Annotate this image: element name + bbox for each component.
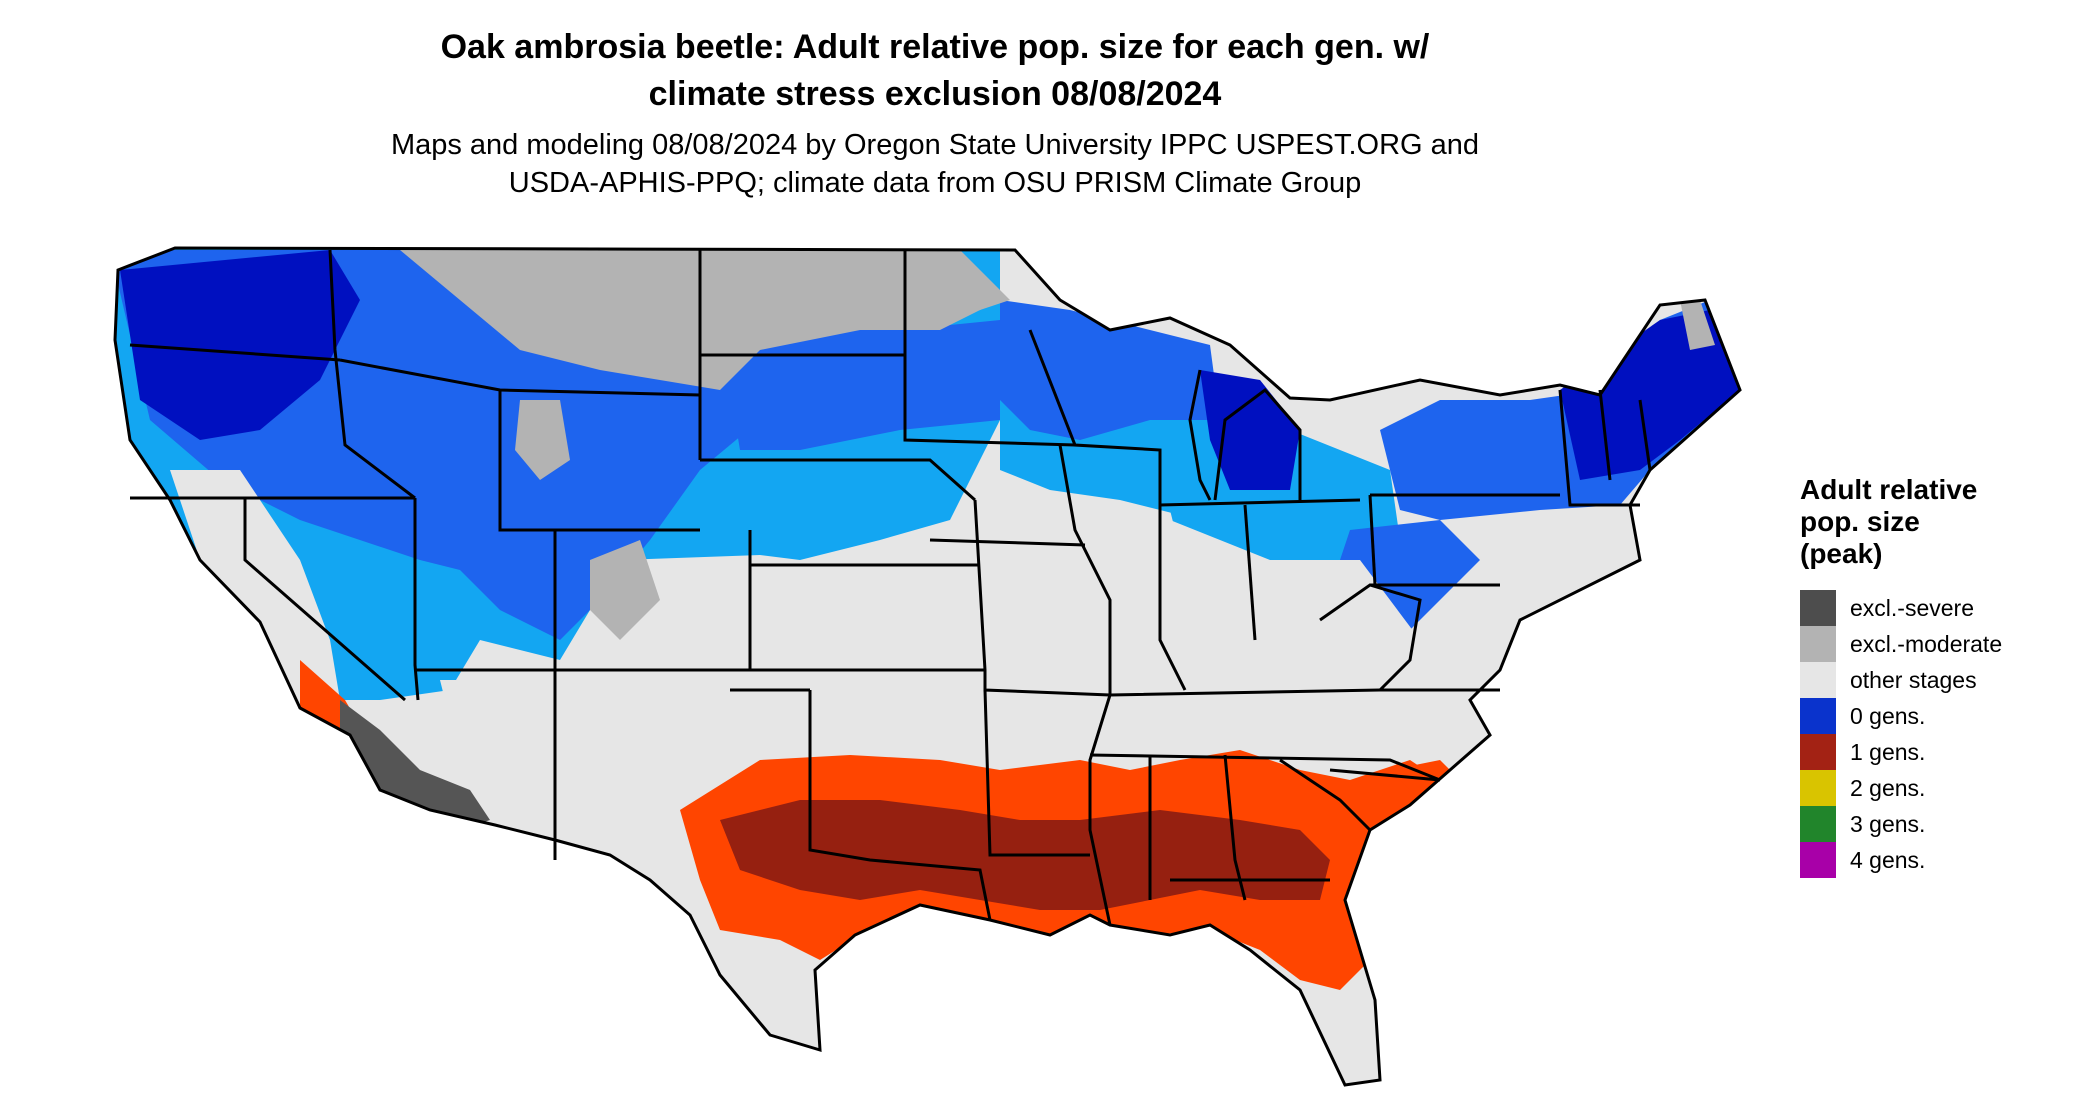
zone-excl-moderate-colorado (590, 540, 660, 640)
legend-item-4-gens: 4 gens. (1800, 842, 2090, 878)
map-subtitle-line-2: USDA-APHIS-PPQ; climate data from OSU PR… (508, 167, 1362, 199)
legend-item-2-gens: 2 gens. (1800, 770, 2090, 806)
boundary-oh-pa (1368, 494, 1377, 586)
legend-label-other-stages: other stages (1850, 666, 1977, 693)
zone-excl-moderate-maine (1680, 300, 1715, 350)
zone-zero-gens-dark-new-england (1560, 310, 1740, 480)
boundary-ar-la (983, 689, 1090, 857)
legend-swatch-1-gens (1800, 734, 1836, 770)
legend-label-excl-moderate: excl.-moderate (1850, 630, 2003, 657)
boundary-tn-south (1089, 753, 1441, 782)
boundary-mn-ia (903, 250, 1076, 447)
boundary-ca-nv-diag (243, 498, 406, 702)
zone-zero-gens-mid-greatlakes (1000, 300, 1220, 440)
legend-swatch-2-gens (1800, 770, 1836, 806)
legend-item-excl-severe: excl.-severe (1800, 590, 2090, 626)
legend-label-2-gens: 2 gens. (1850, 774, 1926, 801)
zone-zero-gens-mid-plains (720, 320, 1000, 450)
map-fill (115, 248, 1740, 1085)
boundary-sd-ne (700, 458, 976, 502)
boundary-ia-mo (929, 538, 1086, 547)
legend-item-other-stages: other stages (1800, 662, 2090, 698)
legend-swatch-4-gens (1800, 842, 1836, 878)
boundary-lake-michigan (1188, 369, 1212, 501)
legend-title: Adult relative pop. size (peak) (1800, 474, 2090, 570)
zone-excl-moderate-minnesota (900, 250, 1010, 320)
boundary-nh-me (1638, 399, 1652, 471)
map-subtitle-line-1: Maps and modeling 08/08/2024 by Oregon S… (390, 129, 1480, 161)
boundary-wy-south (498, 390, 700, 532)
boundary-wv-va (1319, 583, 1422, 692)
zone-other-stages-southwest (440, 680, 600, 800)
map-title-line-1: Oak ambrosia beetle: Adult relative pop.… (440, 28, 1430, 66)
legend-swatch-excl-severe (1800, 590, 1836, 626)
legend-label-0-gens: 0 gens. (1850, 702, 1926, 729)
boundary-id-west (328, 249, 416, 500)
map-title: Oak ambrosia beetle: Adult relative pop.… (0, 24, 1870, 118)
legend-title-line-3: (peak) (1800, 538, 1883, 569)
boundary-ga-sc (1279, 758, 1372, 832)
legend-item-0-gens: 0 gens. (1800, 698, 2090, 734)
legend-swatch-other-stages (1800, 662, 1836, 698)
legend-item-1-gens: 1 gens. (1800, 734, 2090, 770)
boundary-vt-nh (1598, 389, 1612, 481)
legend-swatch-0-gens (1800, 698, 1836, 734)
legend-label-4-gens: 4 gens. (1850, 846, 1926, 873)
legend-swatch-3-gens (1800, 806, 1836, 842)
legend-label-excl-severe: excl.-severe (1850, 594, 1974, 621)
boundary-ok-tx (808, 690, 992, 921)
boundary-lower-michigan (1213, 387, 1302, 501)
boundary-nv-ut (413, 498, 420, 701)
us-map (113, 246, 1742, 1087)
state-boundaries (113, 246, 1742, 1087)
legend-swatch-excl-moderate (1800, 626, 1836, 662)
legend-item-excl-moderate: excl.-moderate (1800, 626, 2090, 662)
zone-zero-gens-dark-nw (120, 250, 360, 440)
boundary-ny-ne (1558, 389, 1640, 507)
boundary-in-oh (1243, 504, 1257, 641)
boundary-mi-oh (1159, 498, 1361, 507)
legend-title-line-2: pop. size (1800, 506, 1920, 537)
map-subtitle: Maps and modeling 08/08/2024 by Oregon S… (0, 126, 1870, 202)
boundary-mo-east (973, 499, 1111, 697)
boundary-al-ga (1223, 754, 1247, 901)
zone-other-stages-central (700, 500, 1490, 790)
legend-item-3-gens: 3 gens. (1800, 806, 2090, 842)
map-title-line-2: climate stress exclusion 08/08/2024 (648, 75, 1222, 113)
boundary-wa-or (129, 343, 341, 362)
boundary-il-in (1158, 505, 1187, 691)
zone-excl-moderate-wyoming (515, 400, 570, 480)
map-legend: Adult relative pop. size (peak) excl.-se… (1800, 474, 2090, 878)
legend-label-3-gens: 3 gens. (1850, 810, 1926, 837)
us-outline (113, 246, 1742, 1087)
legend-title-line-1: Adult relative (1800, 474, 1978, 505)
zone-other-stages-california (170, 470, 340, 710)
zone-excl-severe-southwest (340, 700, 490, 830)
legend-label-1-gens: 1 gens. (1850, 738, 1926, 765)
boundary-nc-sc (1329, 768, 1441, 782)
